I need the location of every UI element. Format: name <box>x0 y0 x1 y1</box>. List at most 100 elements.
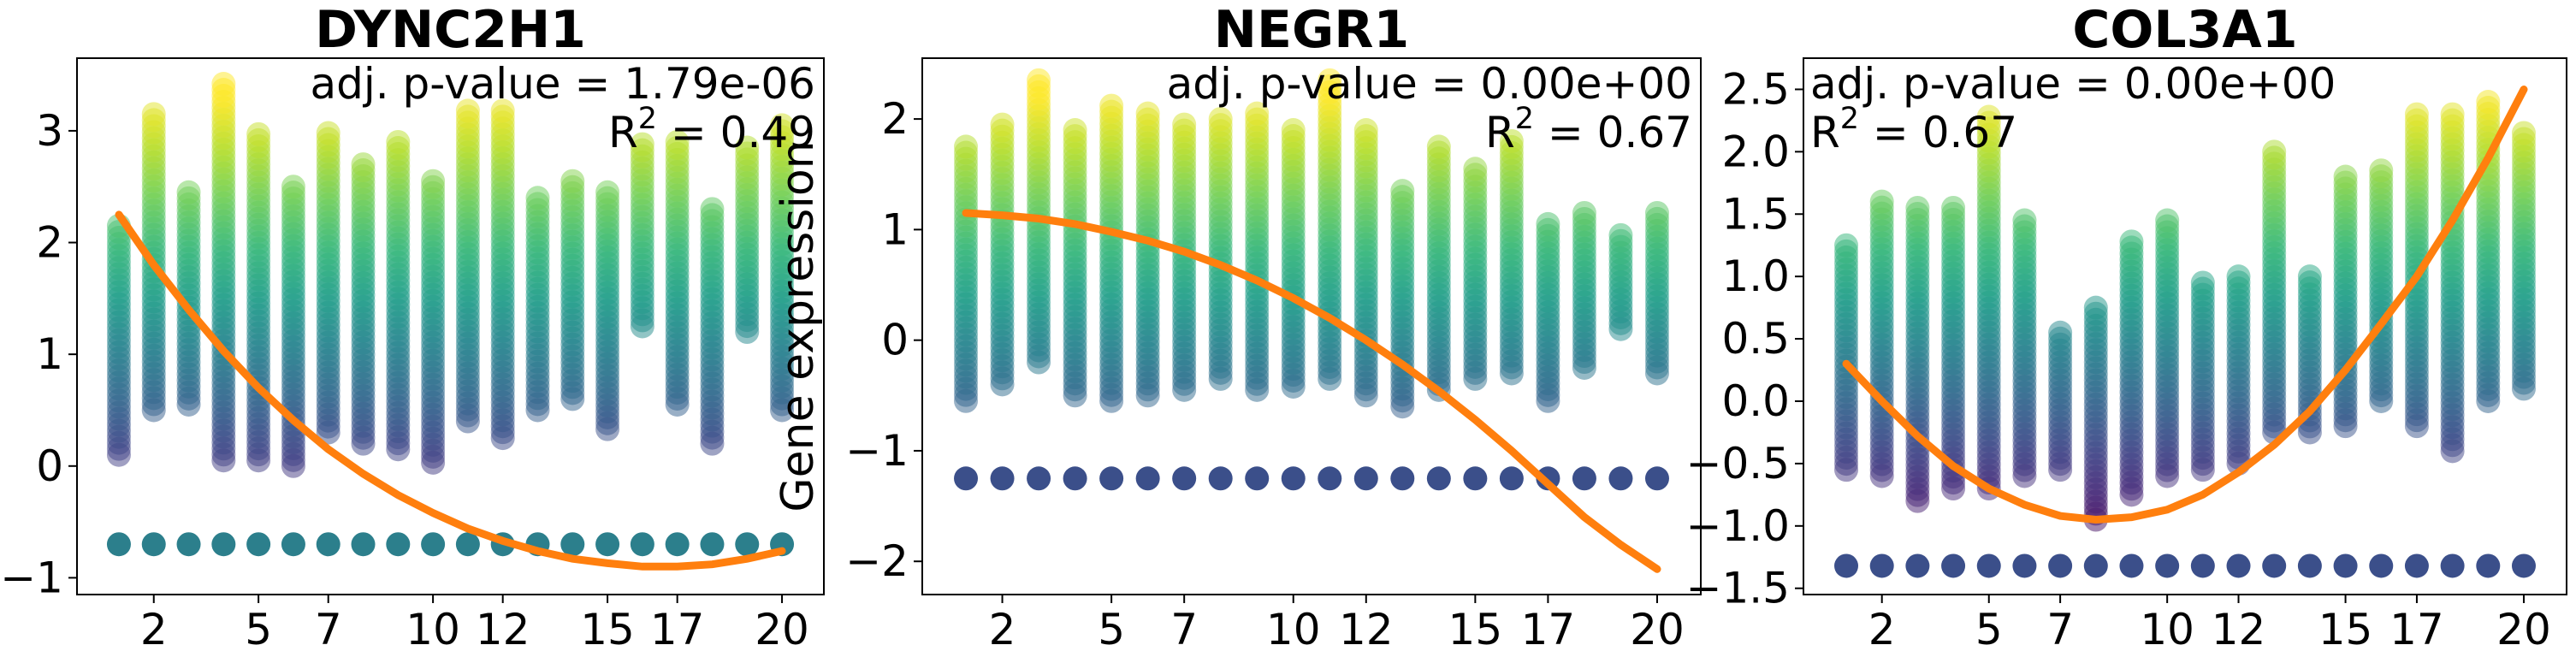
baseline-point <box>316 532 341 557</box>
baseline-point <box>176 532 201 557</box>
scatter-column-6 <box>281 175 305 478</box>
scatter-column-20 <box>2511 121 2536 401</box>
scatter-column-10 <box>2155 208 2180 488</box>
scatter-column-15 <box>1463 157 1488 391</box>
x-tick-label: 15 <box>580 605 635 651</box>
data-point <box>630 132 654 157</box>
scatter-column-18 <box>700 197 725 456</box>
baseline-point <box>2404 553 2429 578</box>
data-point <box>1644 200 1669 225</box>
scatter-column-5 <box>1099 93 1124 413</box>
baseline-point <box>1318 466 1342 491</box>
data-point <box>990 112 1015 137</box>
baseline-point <box>281 532 305 557</box>
data-point <box>1353 118 1378 143</box>
data-point <box>1499 128 1524 153</box>
baseline-point <box>1905 553 1930 578</box>
scatter-column-20 <box>1644 200 1669 386</box>
scatter-column-19 <box>735 135 760 345</box>
baseline-point <box>106 532 131 557</box>
baseline-point <box>2369 553 2394 578</box>
baseline-point <box>2476 553 2501 578</box>
y-tick-label: −1 <box>0 553 63 602</box>
x-tick-label: 17 <box>2389 605 2444 651</box>
baseline-point <box>1281 466 1306 491</box>
data-point <box>1463 157 1488 181</box>
x-tick-label: 10 <box>406 605 460 651</box>
baseline-point <box>1172 466 1197 491</box>
data-point <box>1905 195 1930 220</box>
r-squared-exponent: 2 <box>638 102 657 136</box>
baseline-point <box>386 532 411 557</box>
x-tick-label: 7 <box>1170 605 1198 651</box>
data-point <box>316 121 341 145</box>
y-tick-label: 1.0 <box>1721 252 1790 301</box>
baseline-point <box>1499 466 1524 491</box>
data-point <box>1572 200 1596 225</box>
x-tick-label: 15 <box>2318 605 2373 651</box>
r-squared-value: = 0.49 <box>657 108 815 157</box>
data-point <box>700 197 725 222</box>
data-point <box>735 135 760 160</box>
x-tick-label: 17 <box>650 605 705 651</box>
data-point <box>2155 208 2180 233</box>
data-point <box>1941 195 1966 220</box>
r-squared-symbol: R <box>1485 108 1515 157</box>
scatter-column-17 <box>2404 102 2429 439</box>
data-point <box>2369 158 2394 183</box>
baseline-point <box>1390 466 1415 491</box>
x-tick-label: 20 <box>2496 605 2551 651</box>
data-point <box>1027 68 1051 92</box>
r-squared-exponent: 2 <box>1515 102 1534 136</box>
data-point <box>1976 104 2001 129</box>
scatter-column-3 <box>1905 195 1930 513</box>
scatter-column-20 <box>770 113 795 423</box>
y-tick-label: 2 <box>36 218 63 268</box>
scatter-column-12 <box>490 98 515 451</box>
scatter-column-11 <box>2190 270 2215 482</box>
baseline-point <box>1463 466 1488 491</box>
data-point <box>954 134 979 159</box>
scatter-column-14 <box>1426 134 1451 402</box>
x-tick-label: 15 <box>1448 605 1503 651</box>
scatter-column-13 <box>2262 139 2287 445</box>
scatter-column-15 <box>595 180 620 441</box>
data-point <box>1208 107 1233 132</box>
data-point <box>281 175 305 199</box>
data-point <box>2333 164 2358 189</box>
panel-title: COL3A1 <box>2072 0 2297 60</box>
y-tick-label: 0 <box>36 441 63 491</box>
r-squared-annotation: R2 = 0.67 <box>1810 102 2017 157</box>
data-point <box>1390 179 1415 204</box>
scatter-column-7 <box>316 121 341 445</box>
data-point <box>2404 102 2429 127</box>
scatter-column-12 <box>1353 118 1378 408</box>
x-tick-label: 7 <box>2046 605 2074 651</box>
scatter-column-4 <box>211 72 236 473</box>
scatter-column-10 <box>421 169 446 475</box>
y-tick-label: 1 <box>881 204 909 254</box>
axes-frame <box>1803 57 2567 595</box>
baseline-point <box>1426 466 1451 491</box>
x-tick-label: 5 <box>245 605 272 651</box>
y-tick-label: 2.5 <box>1721 64 1790 114</box>
plot-area <box>954 68 1669 573</box>
data-point <box>246 121 271 146</box>
r-squared-symbol: R <box>608 108 638 157</box>
scatter-column-9 <box>1245 101 1270 402</box>
x-tick-label: 20 <box>755 605 809 651</box>
baseline-point <box>1976 553 2001 578</box>
x-tick-label: 2 <box>1868 605 1896 651</box>
data-point <box>1536 211 1560 236</box>
scatter-column-4 <box>1063 118 1087 408</box>
baseline-point <box>1834 553 1859 578</box>
x-tick-label: 10 <box>2140 605 2194 651</box>
data-point <box>421 169 446 193</box>
scatter-column-6 <box>1135 101 1160 408</box>
data-point <box>455 98 480 123</box>
y-tick-label: 3 <box>36 106 63 156</box>
baseline-point <box>2190 553 2215 578</box>
r-squared-annotation: R2 = 0.49 <box>608 102 815 157</box>
